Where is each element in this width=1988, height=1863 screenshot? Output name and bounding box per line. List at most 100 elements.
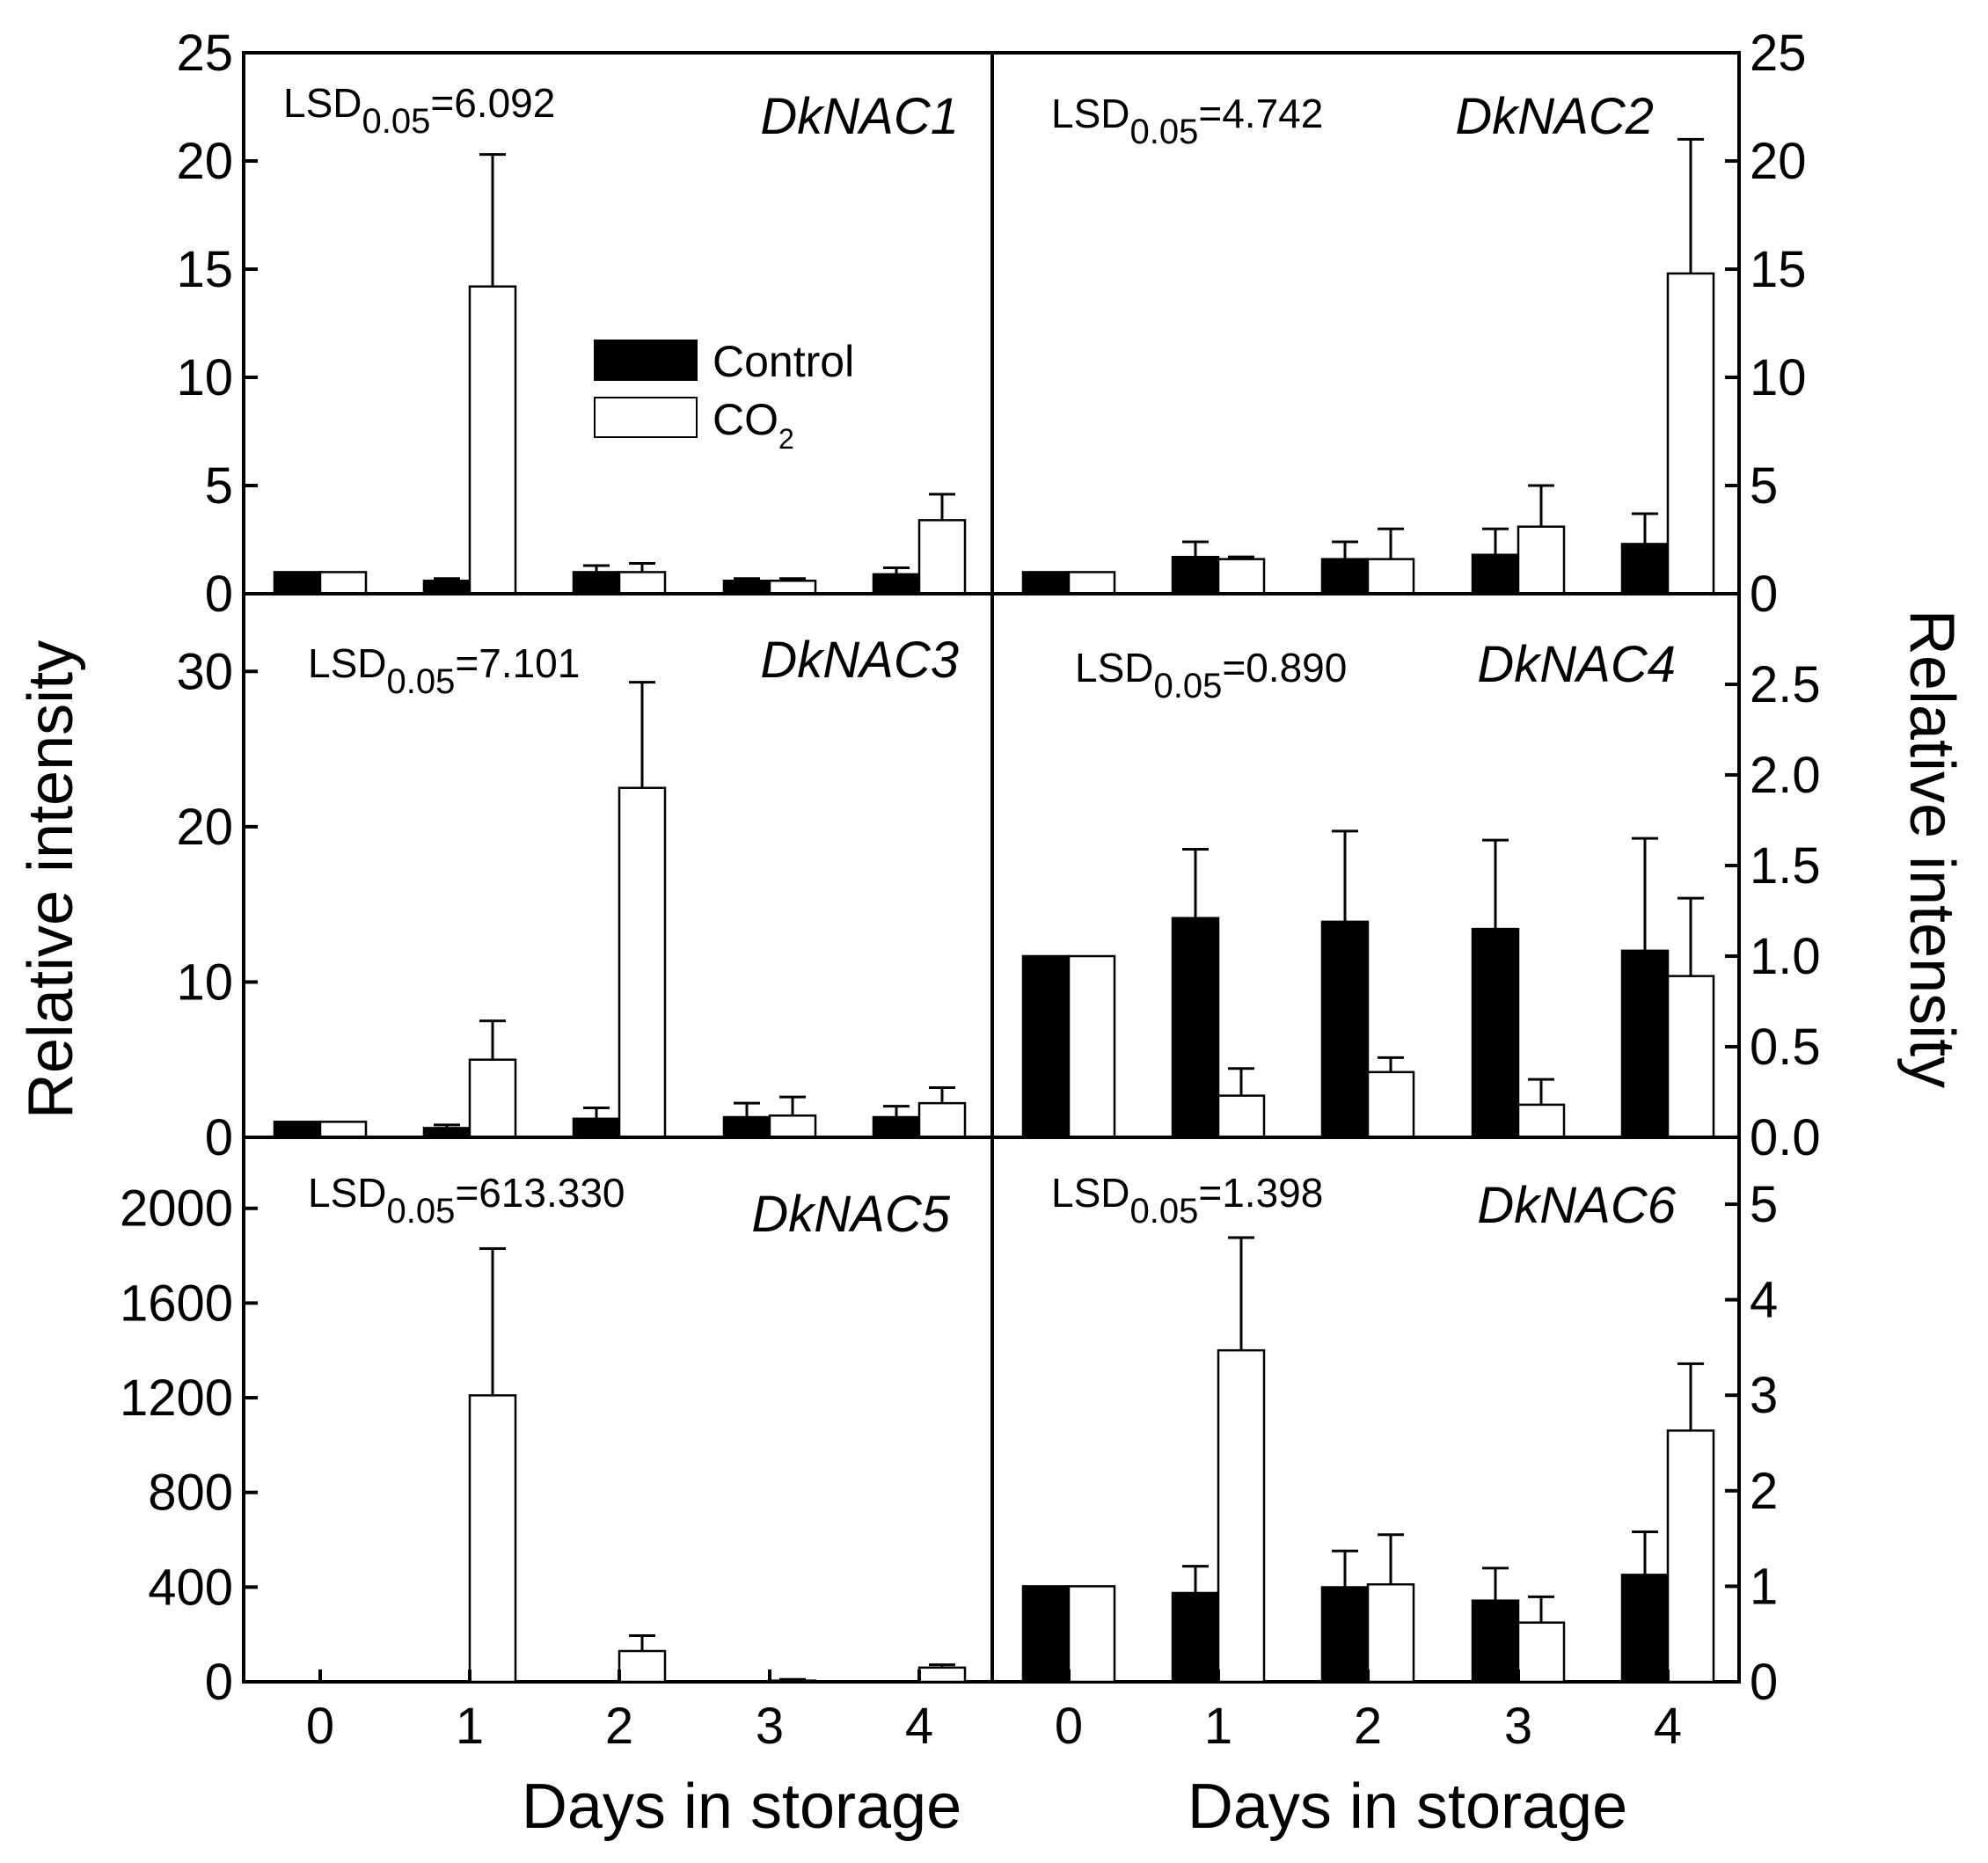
bar-control: [1320, 1586, 1370, 1684]
bar-co2: [318, 571, 368, 595]
y-tick-label: 1.5: [1750, 837, 1821, 895]
y-tick-label: 400: [148, 1559, 233, 1616]
bar-control: [1471, 553, 1520, 595]
bar-co2: [618, 786, 667, 1139]
bar-co2: [1067, 954, 1116, 1139]
bar-control: [572, 571, 621, 595]
bar-control: [1620, 543, 1670, 595]
y-tick-label: 0: [205, 1654, 233, 1711]
y-tick-label: 0: [205, 566, 233, 623]
x-tick-label: 2: [605, 1698, 633, 1755]
x-tick-label: 1: [456, 1698, 484, 1755]
legend: Control CO2: [594, 337, 854, 455]
y-tick-label: 5: [1750, 457, 1778, 515]
legend-swatch-control: [594, 340, 698, 381]
y-tick-label: 1600: [120, 1275, 233, 1332]
y-tick-label: 20: [176, 133, 233, 190]
lsd-label-dknac4: LSD0.05=0.890: [1075, 645, 1347, 705]
bar-co2: [1666, 272, 1715, 595]
y-tick-label: 0: [1750, 566, 1778, 623]
y-tick-label: 5: [205, 457, 233, 515]
bar-co2: [1366, 1070, 1415, 1139]
bar-control: [1471, 927, 1520, 1139]
bar-control: [1021, 954, 1071, 1139]
bar-control: [1021, 1585, 1071, 1684]
bar-co2: [768, 579, 817, 595]
bar-control: [1171, 917, 1220, 1139]
bar-control: [572, 1117, 621, 1139]
y-tick-label: 800: [148, 1465, 233, 1522]
x-tick-label: 4: [1654, 1698, 1682, 1755]
legend-swatch-co2: [594, 397, 698, 438]
gene-label-dknac2: DkNAC2: [1455, 88, 1654, 145]
x-axis-title-right: Days in storage: [1188, 1772, 1627, 1842]
y-tick-label: 20: [176, 799, 233, 856]
bar-co2: [1366, 1582, 1415, 1684]
bar-co2: [1517, 1621, 1566, 1684]
bar-co2: [917, 1101, 967, 1139]
y-tick-label: 15: [1750, 241, 1807, 298]
bar-control: [273, 1121, 322, 1139]
bar-control: [872, 573, 921, 595]
bar-co2: [768, 1679, 817, 1684]
bar-control: [422, 579, 471, 595]
bar-co2: [1366, 558, 1415, 595]
y-tick-label: 10: [176, 953, 233, 1011]
bar-co2: [1217, 1348, 1266, 1684]
y-tick-label: 2.5: [1750, 656, 1821, 713]
panel-dknac1: 0 5 10 15 20 25: [176, 25, 994, 623]
y-tick-label: 2000: [120, 1180, 233, 1238]
bar-co2: [318, 1121, 368, 1139]
bar-co2: [468, 1058, 517, 1139]
bar-control: [1320, 558, 1370, 595]
bar-control: [1620, 1574, 1670, 1684]
bar-co2: [768, 1114, 817, 1139]
gene-label-dknac6: DkNAC6: [1477, 1177, 1676, 1234]
y-tick-label: 2: [1750, 1463, 1778, 1520]
y-tick-label: 4: [1750, 1272, 1778, 1329]
bar-co2: [1067, 571, 1116, 595]
y-tick-label: 1200: [120, 1370, 233, 1427]
x-tick-label: 0: [306, 1698, 334, 1755]
bar-co2: [1217, 558, 1266, 595]
lsd-label-dknac3: LSD0.05=7.101: [308, 640, 580, 701]
y-tick-label: 25: [176, 25, 233, 82]
y-axis-title-right: Relative intensity: [1897, 610, 1967, 1088]
x-tick-label: 3: [756, 1698, 784, 1755]
y-tick-label: 5: [1750, 1176, 1778, 1233]
bar-co2: [917, 1666, 967, 1684]
y-tick-label: 2.0: [1750, 747, 1821, 804]
bar-co2: [618, 1649, 667, 1684]
bar-co2: [618, 571, 667, 595]
lsd-label-dknac2: LSD0.05=4.742: [1051, 91, 1323, 151]
bar-co2: [1217, 1094, 1266, 1139]
bar-control: [722, 1115, 771, 1139]
panel-dknac5: 0 400 800 1200 1600 2000 0 1 2 3 4: [120, 1136, 994, 1755]
bar-control: [1620, 949, 1670, 1139]
bar-control: [273, 571, 322, 595]
bar-co2: [468, 1394, 517, 1684]
bar-co2: [917, 519, 967, 595]
lsd-label-dknac1: LSD0.05=6.092: [283, 80, 555, 141]
bar-control: [1320, 920, 1370, 1139]
x-tick-label: 1: [1204, 1698, 1232, 1755]
y-tick-label: 10: [176, 349, 233, 406]
bar-control: [1171, 555, 1220, 595]
y-tick-label: 0: [1750, 1654, 1778, 1711]
panel-dknac6: 0 1 2 3 4 5 0 1 2 3 4: [990, 1136, 1778, 1755]
x-tick-label: 0: [1055, 1698, 1083, 1755]
bar-co2: [1666, 975, 1715, 1139]
bar-co2: [468, 285, 517, 595]
x-axis-title-left: Days in storage: [522, 1772, 961, 1842]
y-tick-label: 20: [1750, 133, 1807, 190]
bar-control: [1471, 1599, 1520, 1684]
x-tick-label: 3: [1504, 1698, 1532, 1755]
bar-co2: [1666, 1429, 1715, 1684]
gene-label-dknac3: DkNAC3: [760, 632, 959, 689]
gene-label-dknac4: DkNAC4: [1477, 636, 1676, 693]
lsd-label-dknac6: LSD0.05=1.398: [1051, 1170, 1323, 1231]
y-tick-label: 0: [205, 1109, 233, 1166]
y-tick-label: 25: [1750, 25, 1807, 82]
y-tick-label: 0.5: [1750, 1019, 1821, 1076]
